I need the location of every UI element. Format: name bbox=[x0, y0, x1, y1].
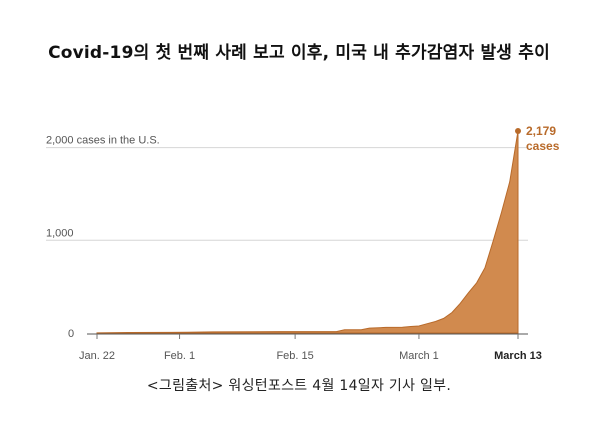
peak-point bbox=[515, 128, 521, 134]
area-fill bbox=[96, 130, 519, 334]
peak-value-label: 2,179 bbox=[526, 124, 556, 138]
image-caption: <그림출처> 워싱턴포스트 4월 14일자 기사 일부. bbox=[146, 378, 452, 394]
area-series bbox=[96, 130, 519, 334]
x-tick-label: March 13 bbox=[494, 350, 542, 362]
peak-unit-label: cases bbox=[526, 139, 560, 153]
page-title: Covid-19의 첫 번째 사례 보고 이후, 미국 내 추가감염자 발생 추… bbox=[48, 43, 550, 63]
y-tick-label: 2,000 cases in the U.S. bbox=[46, 135, 160, 147]
x-axis: Jan. 22 Feb. 1 Feb. 15 March 1 March 13 bbox=[79, 333, 542, 362]
x-tick-label: Feb. 1 bbox=[164, 350, 195, 362]
y-tick-label: 0 bbox=[68, 328, 74, 340]
gridlines: 0 1,000 2,000 cases in the U.S. bbox=[46, 135, 528, 340]
x-tick-label: Jan. 22 bbox=[79, 350, 115, 362]
y-tick-label: 1,000 bbox=[46, 227, 74, 239]
x-tick-label: March 1 bbox=[399, 350, 439, 362]
x-tick-label: Feb. 15 bbox=[276, 350, 313, 362]
